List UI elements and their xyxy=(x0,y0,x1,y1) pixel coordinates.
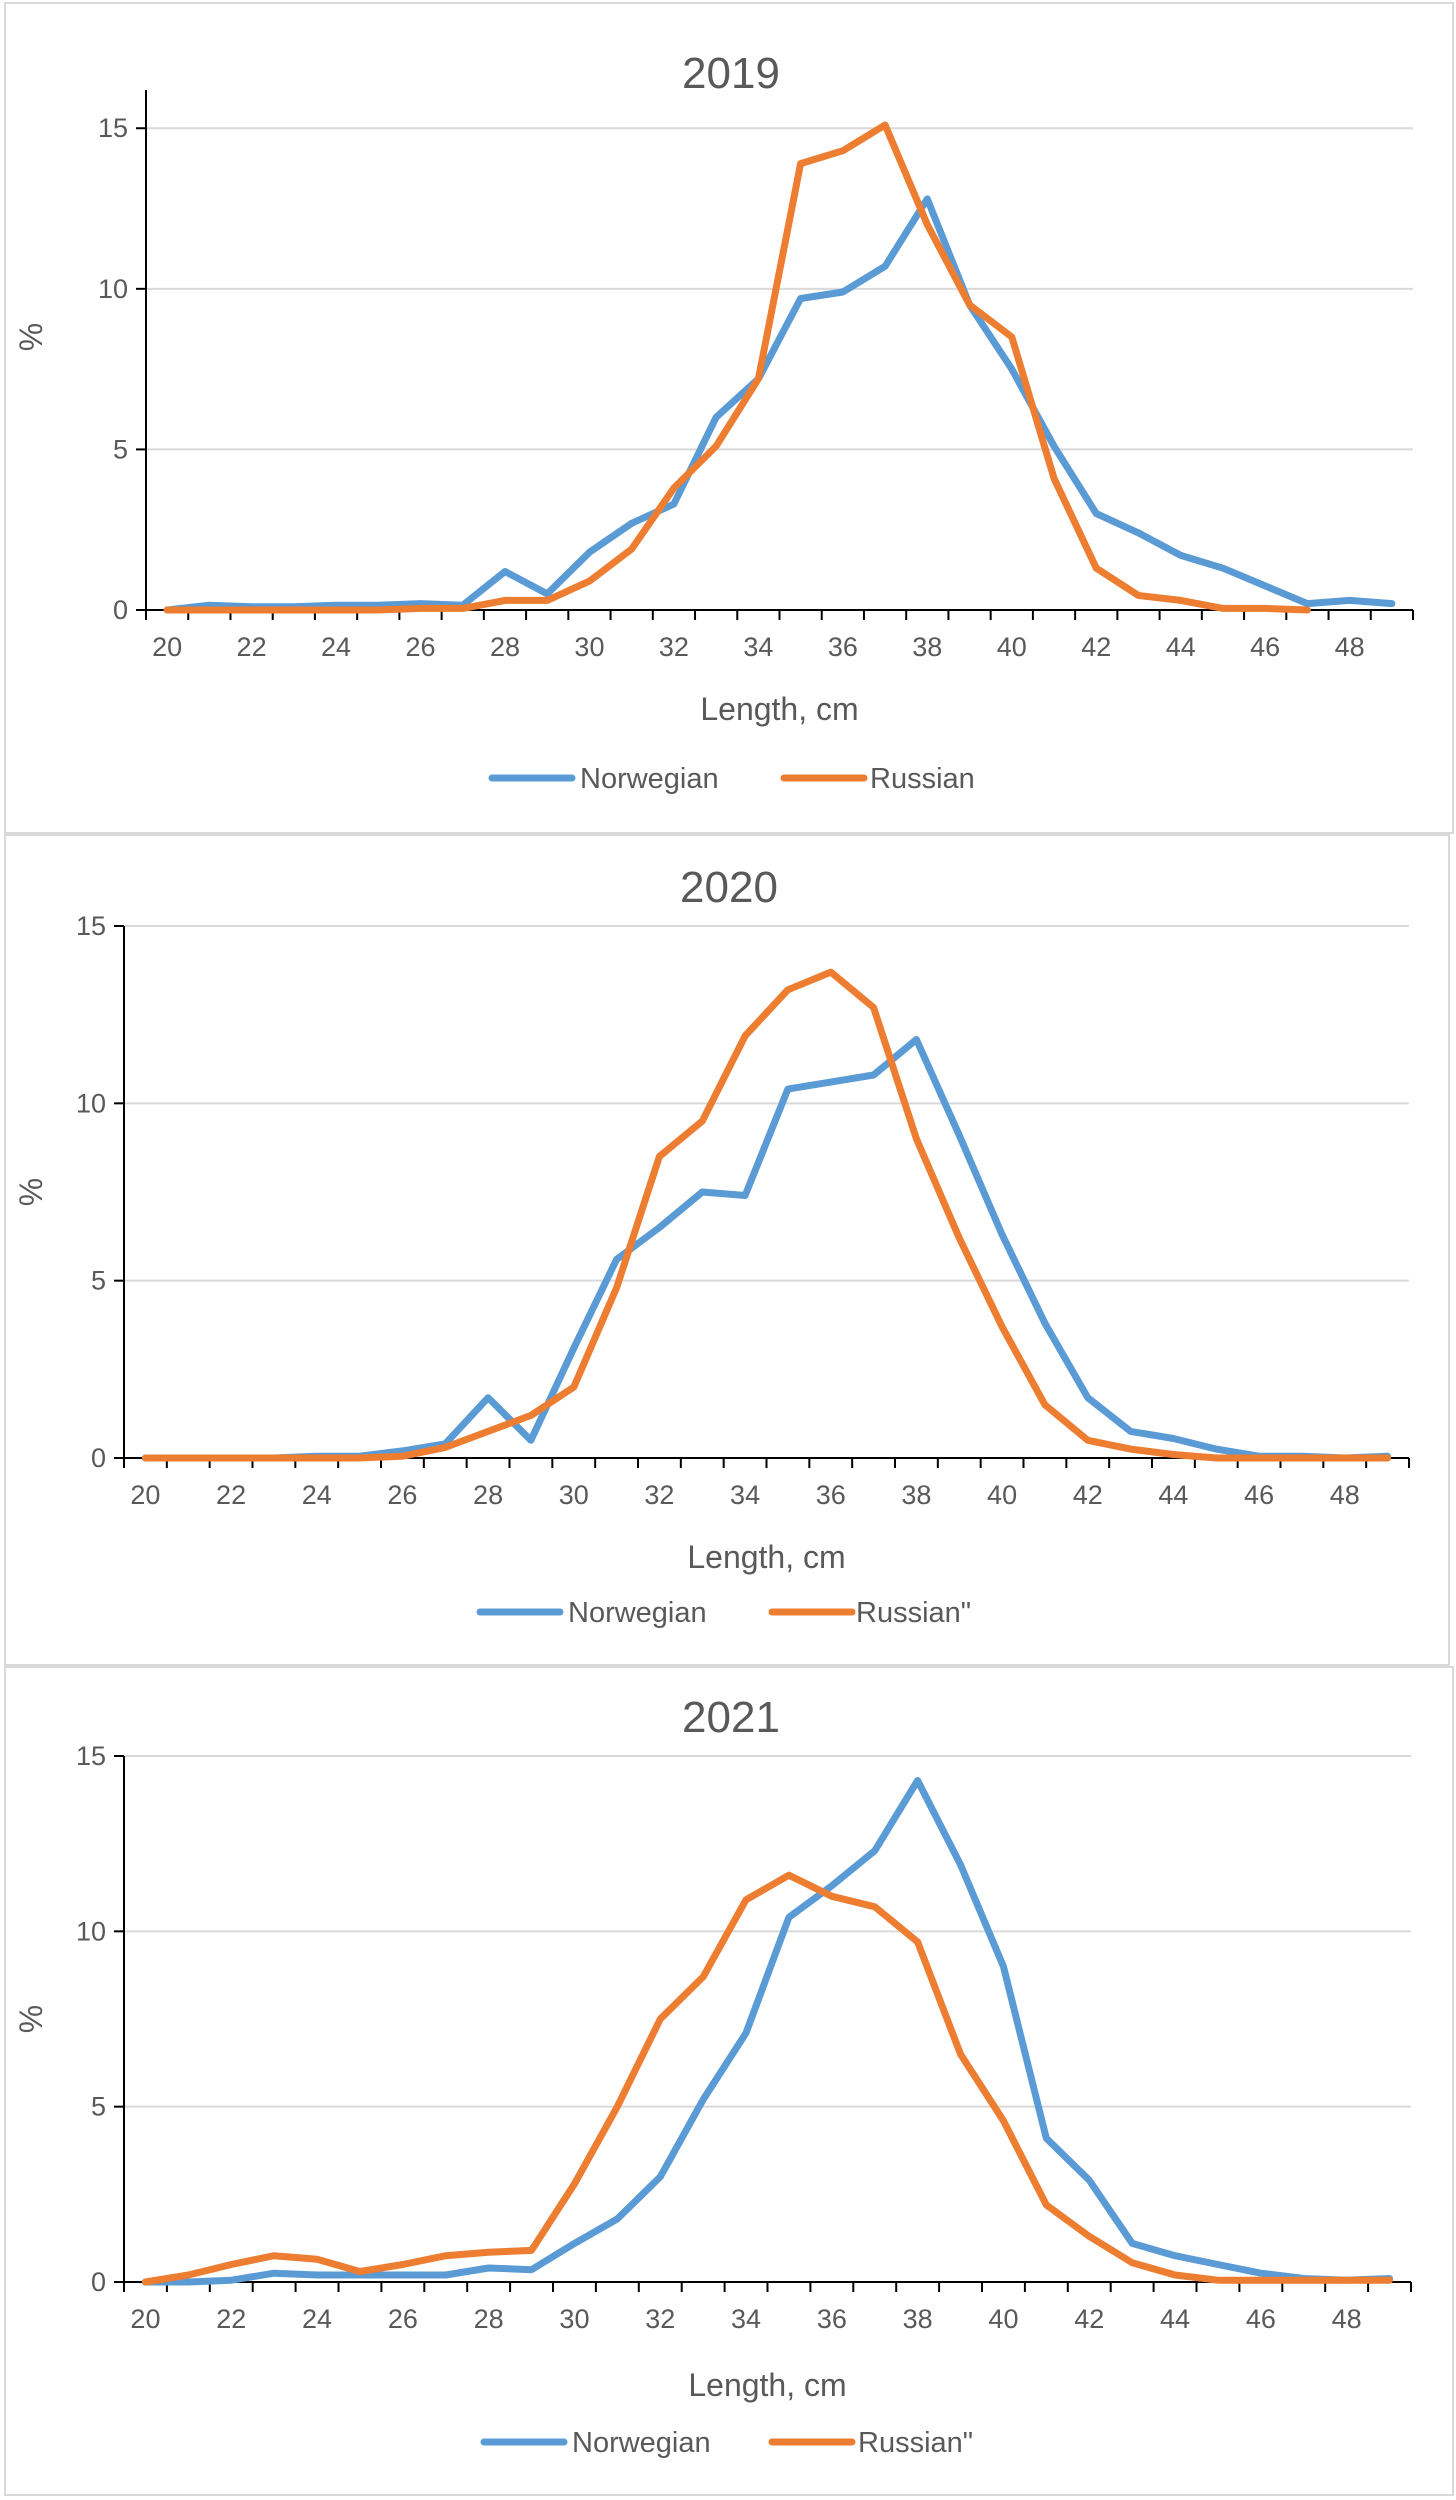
series-line-russian xyxy=(141,968,1392,1462)
x-axis-label: Length, cm xyxy=(687,1539,845,1575)
chart-2019: 2019 0 5 10 15 20 22 24 26 28 30 32 34 36 38 40 42 44 46 48… xyxy=(13,49,1414,795)
chart-2021: 2021 0 5 10 15 20 22 24 26 28 30 32 34 36 38 40 42 44 46 48… xyxy=(13,1693,1412,2459)
legend-label-russian: Russian" xyxy=(856,1597,971,1629)
x-tick-label: 34 xyxy=(743,632,773,662)
x-tick-label: 24 xyxy=(302,1480,332,1510)
x-tick-label: 32 xyxy=(644,1480,674,1510)
x-tick-label: 38 xyxy=(903,2304,933,2334)
x-tick-label: 42 xyxy=(1073,1480,1103,1510)
y-tick-label: 5 xyxy=(91,2092,106,2122)
chart-2021-panel: 2021 0 5 10 15 20 22 24 26 28 30 32 34 36 38 40 42 44 46 48… xyxy=(4,1666,1454,2496)
chart-2020-panel: 2020 0 5 10 15 20 22 24 26 28 30 32 34 36 38 40 42 44 46 48… xyxy=(4,834,1450,1666)
x-tick-label: 22 xyxy=(237,632,267,662)
x-tick-label: 30 xyxy=(559,1480,589,1510)
y-tick-label: 10 xyxy=(98,274,128,304)
x-tick-label: 38 xyxy=(901,1480,931,1510)
x-tick-label: 40 xyxy=(997,632,1027,662)
series-line-russian xyxy=(163,121,1311,614)
y-tick-label: 10 xyxy=(76,1088,106,1118)
x-tick-label: 48 xyxy=(1332,2304,1362,2334)
x-tick-label: 40 xyxy=(987,1480,1017,1510)
series-line-russian xyxy=(141,1871,1393,2286)
chart-2019-panel: 2019 0 5 10 15 20 22 24 26 28 30 32 34 36 38 40 42 44 46 48… xyxy=(4,2,1454,834)
x-tick-label: 20 xyxy=(130,1480,160,1510)
legend-label-norwegian: Norwegian xyxy=(572,2427,711,2459)
x-tick-label: 20 xyxy=(152,632,182,662)
series-line-norwegian xyxy=(163,195,1396,614)
legend-label-russian: Russian" xyxy=(858,2427,973,2459)
x-tick-label: 46 xyxy=(1250,632,1280,662)
legend-label-norwegian: Norwegian xyxy=(580,763,719,795)
y-tick-label: 10 xyxy=(76,1916,106,1946)
x-tick-label: 40 xyxy=(988,2304,1018,2334)
y-tick-label: 0 xyxy=(91,2267,106,2297)
y-axis-label: % xyxy=(13,2005,49,2033)
x-tick-label: 22 xyxy=(216,1480,246,1510)
chart-title: 2020 xyxy=(680,863,778,912)
x-tick-label: 34 xyxy=(731,2304,761,2334)
x-tick-label: 46 xyxy=(1244,1480,1274,1510)
x-tick-label: 28 xyxy=(490,632,520,662)
legend-label-norwegian: Norwegian xyxy=(568,1597,707,1629)
series-line-norwegian xyxy=(141,1036,1392,1462)
x-tick-label: 48 xyxy=(1335,632,1365,662)
x-axis-label: Length, cm xyxy=(688,2367,846,2403)
x-tick-label: 26 xyxy=(388,2304,418,2334)
x-tick-label: 44 xyxy=(1158,1480,1188,1510)
y-axis-label: % xyxy=(13,323,49,351)
y-tick-label: 15 xyxy=(76,1741,106,1771)
x-tick-label: 26 xyxy=(405,632,435,662)
x-tick-label: 36 xyxy=(816,1480,846,1510)
x-tick-label: 28 xyxy=(473,1480,503,1510)
x-tick-label: 30 xyxy=(559,2304,589,2334)
x-axis-label: Length, cm xyxy=(700,691,858,727)
y-tick-label: 5 xyxy=(91,1266,106,1296)
x-tick-label: 38 xyxy=(912,632,942,662)
y-tick-label: 0 xyxy=(113,595,128,625)
x-tick-label: 24 xyxy=(321,632,351,662)
x-tick-label: 32 xyxy=(659,632,689,662)
x-tick-label: 42 xyxy=(1081,632,1111,662)
chart-title: 2019 xyxy=(682,49,780,98)
y-tick-label: 15 xyxy=(98,113,128,143)
x-tick-label: 44 xyxy=(1160,2304,1190,2334)
series-line-norwegian xyxy=(141,1777,1393,2286)
y-axis-label: % xyxy=(13,1178,49,1206)
x-tick-label: 28 xyxy=(474,2304,504,2334)
x-tick-label: 36 xyxy=(828,632,858,662)
legend-label-russian: Russian xyxy=(870,763,975,795)
chart-2020: 2020 0 5 10 15 20 22 24 26 28 30 32 34 36 38 40 42 44 46 48… xyxy=(13,863,1410,1629)
x-tick-label: 34 xyxy=(730,1480,760,1510)
y-tick-label: 5 xyxy=(113,434,128,464)
x-tick-label: 22 xyxy=(216,2304,246,2334)
x-tick-label: 26 xyxy=(387,1480,417,1510)
chart-title: 2021 xyxy=(682,1693,780,1742)
y-tick-label: 0 xyxy=(91,1443,106,1473)
x-tick-label: 32 xyxy=(645,2304,675,2334)
x-tick-label: 36 xyxy=(817,2304,847,2334)
x-tick-label: 46 xyxy=(1246,2304,1276,2334)
x-tick-label: 42 xyxy=(1074,2304,1104,2334)
x-tick-label: 48 xyxy=(1330,1480,1360,1510)
x-tick-label: 24 xyxy=(302,2304,332,2334)
x-tick-label: 30 xyxy=(574,632,604,662)
y-tick-label: 15 xyxy=(76,911,106,941)
x-tick-label: 44 xyxy=(1166,632,1196,662)
x-tick-label: 20 xyxy=(130,2304,160,2334)
